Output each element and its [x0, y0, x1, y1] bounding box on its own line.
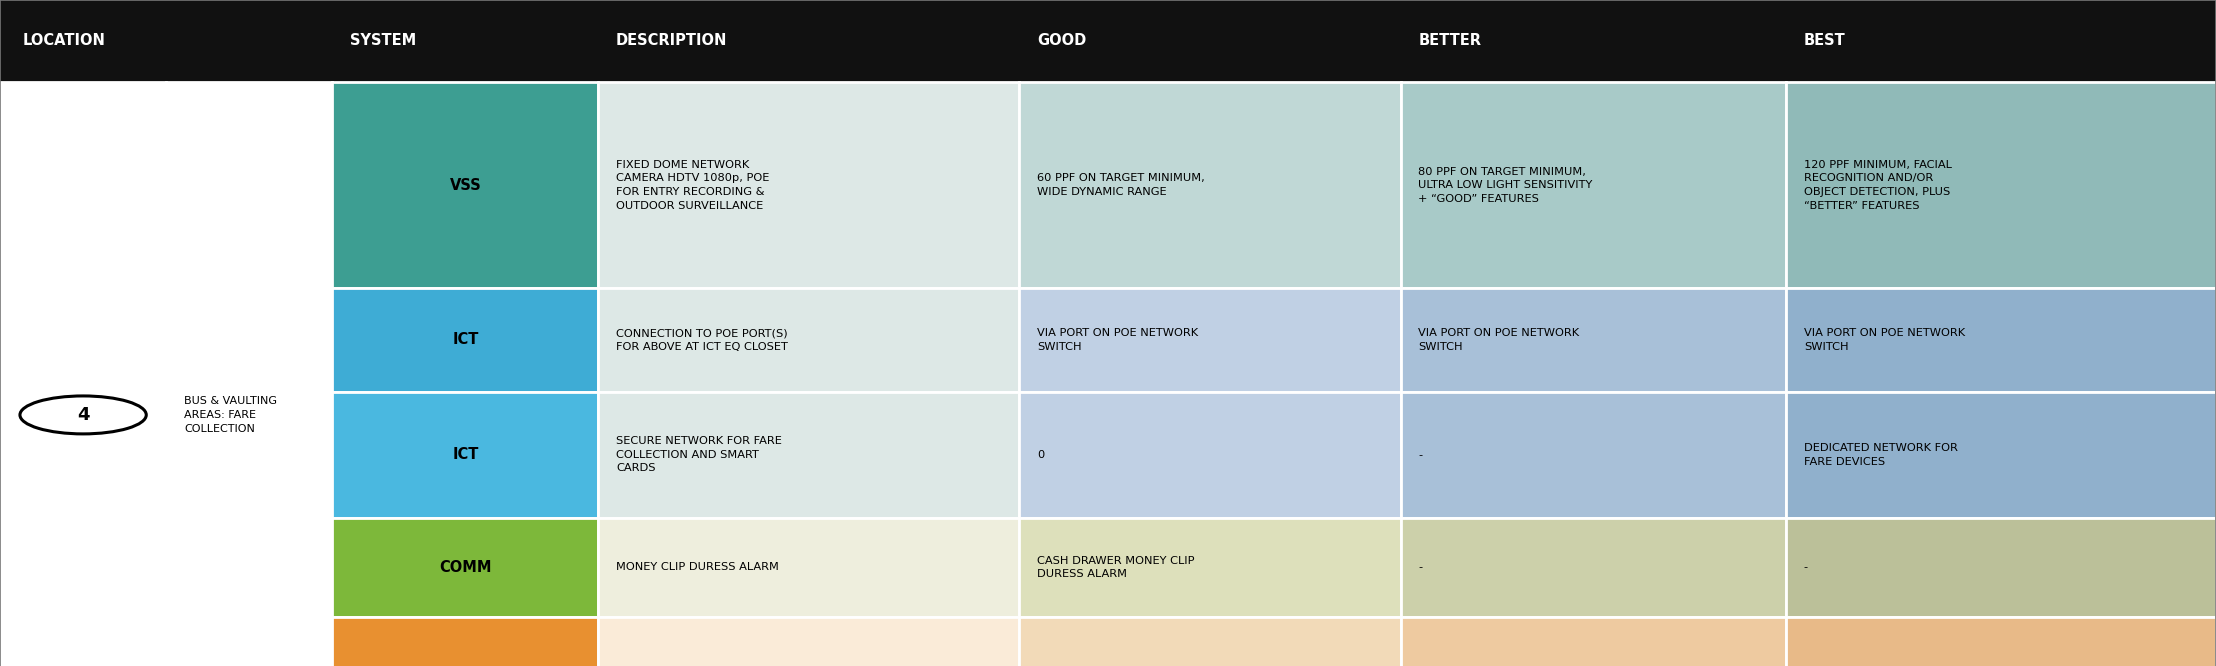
Text: VSS: VSS [450, 178, 481, 192]
Text: LOCATION: LOCATION [22, 33, 104, 49]
Text: SECURE NETWORK FOR FARE
COLLECTION AND SMART
CARDS: SECURE NETWORK FOR FARE COLLECTION AND S… [616, 436, 782, 474]
Bar [1401, 82, 1786, 288]
Text: VIA PORT ON POE NETWORK
SWITCH: VIA PORT ON POE NETWORK SWITCH [1418, 328, 1580, 352]
Text: DESCRIPTION: DESCRIPTION [616, 33, 727, 49]
Bar [1786, 288, 2216, 392]
Bar [598, 392, 1019, 518]
Bar [1401, 617, 1786, 666]
Text: GOOD: GOOD [1037, 33, 1086, 49]
Text: BEST: BEST [1804, 33, 1846, 49]
Text: CASH DRAWER MONEY CLIP
DURESS ALARM: CASH DRAWER MONEY CLIP DURESS ALARM [1037, 555, 1194, 579]
Bar [332, 518, 598, 617]
Bar [1019, 288, 1401, 392]
Bar [1786, 82, 2216, 288]
Bar [1019, 617, 1401, 666]
Text: 0: 0 [1037, 450, 1044, 460]
Text: MONEY CLIP DURESS ALARM: MONEY CLIP DURESS ALARM [616, 562, 778, 573]
Bar [1019, 518, 1401, 617]
Text: 120 PPF MINIMUM, FACIAL
RECOGNITION AND/OR
OBJECT DETECTION, PLUS
“BETTER” FEATU: 120 PPF MINIMUM, FACIAL RECOGNITION AND/… [1804, 160, 1952, 210]
Bar [1786, 617, 2216, 666]
Bar [332, 82, 598, 288]
Text: FIXED DOME NETWORK
CAMERA HDTV 1080p, POE
FOR ENTRY RECORDING &
OUTDOOR SURVEILL: FIXED DOME NETWORK CAMERA HDTV 1080p, PO… [616, 160, 769, 210]
Text: DEDICATED NETWORK FOR
FARE DEVICES: DEDICATED NETWORK FOR FARE DEVICES [1804, 443, 1957, 467]
Bar [1019, 82, 1401, 288]
Bar [332, 617, 598, 666]
Bar [1786, 518, 2216, 617]
Bar [598, 617, 1019, 666]
Text: 60 PPF ON TARGET MINIMUM,
WIDE DYNAMIC RANGE: 60 PPF ON TARGET MINIMUM, WIDE DYNAMIC R… [1037, 173, 1206, 197]
Bar [598, 518, 1019, 617]
Text: 4: 4 [78, 406, 89, 424]
Bar [166, 82, 332, 666]
Bar [1401, 518, 1786, 617]
Bar [0, 0, 2216, 82]
Bar [1019, 392, 1401, 518]
Bar [0, 82, 166, 666]
Text: -: - [1418, 450, 1423, 460]
Bar [598, 82, 1019, 288]
Bar [1401, 288, 1786, 392]
Bar [332, 392, 598, 518]
Text: COMM: COMM [439, 560, 492, 575]
Text: 80 PPF ON TARGET MINIMUM,
ULTRA LOW LIGHT SENSITIVITY
+ “GOOD” FEATURES: 80 PPF ON TARGET MINIMUM, ULTRA LOW LIGH… [1418, 166, 1593, 204]
Bar [1401, 392, 1786, 518]
Text: ICT: ICT [452, 332, 479, 348]
Text: CONNECTION TO POE PORT(S)
FOR ABOVE AT ICT EQ CLOSET: CONNECTION TO POE PORT(S) FOR ABOVE AT I… [616, 328, 789, 352]
Text: -: - [1418, 562, 1423, 573]
Text: SYSTEM: SYSTEM [350, 33, 417, 49]
Bar [1786, 392, 2216, 518]
Text: VIA PORT ON POE NETWORK
SWITCH: VIA PORT ON POE NETWORK SWITCH [1037, 328, 1199, 352]
Text: VIA PORT ON POE NETWORK
SWITCH: VIA PORT ON POE NETWORK SWITCH [1804, 328, 1966, 352]
Text: ICT: ICT [452, 448, 479, 462]
Bar [598, 288, 1019, 392]
Bar [332, 288, 598, 392]
Text: BETTER: BETTER [1418, 33, 1480, 49]
Text: -: - [1804, 562, 1808, 573]
Text: BUS & VAULTING
AREAS: FARE
COLLECTION: BUS & VAULTING AREAS: FARE COLLECTION [184, 396, 277, 434]
